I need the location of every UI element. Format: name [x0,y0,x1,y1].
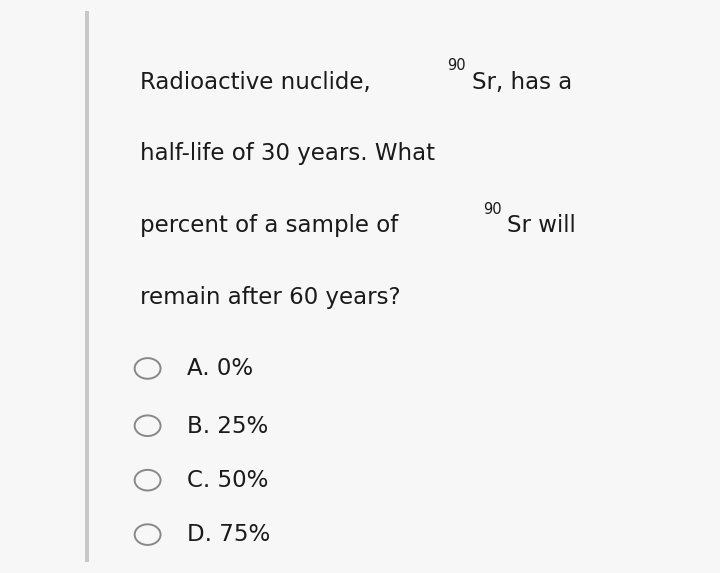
Text: A. 0%: A. 0% [187,358,253,380]
Text: C. 50%: C. 50% [187,469,269,492]
Text: Radioactive nuclide,: Radioactive nuclide, [140,71,379,94]
Text: Sr will: Sr will [507,214,576,237]
Text: B. 25%: B. 25% [187,415,269,438]
Text: half-life of 30 years. What: half-life of 30 years. What [140,143,436,166]
Text: D. 75%: D. 75% [187,524,271,547]
Text: remain after 60 years?: remain after 60 years? [140,286,401,309]
Text: 90: 90 [448,58,466,73]
Text: 90: 90 [483,202,502,217]
Bar [85,11,89,562]
Text: Sr, has a: Sr, has a [472,71,572,94]
Text: percent of a sample of: percent of a sample of [140,214,406,237]
